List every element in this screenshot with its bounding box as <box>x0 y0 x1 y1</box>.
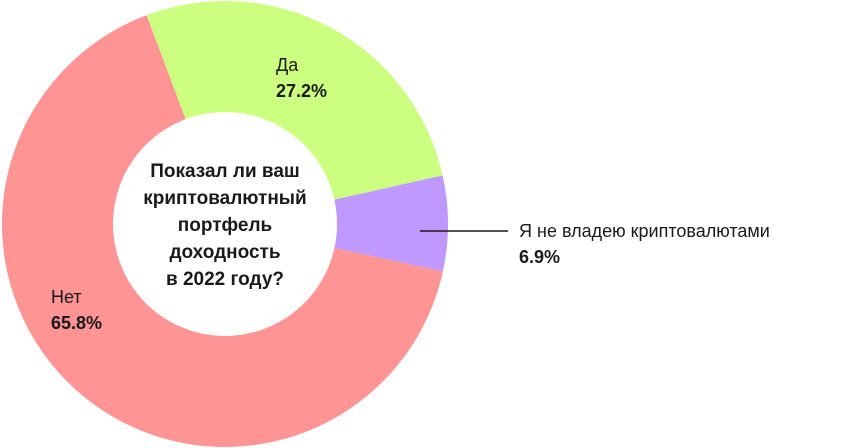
slice-label-no-crypto: Я не владею криптовалютами 6.9% <box>519 218 770 270</box>
slice-value: 6.9% <box>519 247 561 267</box>
title-line: Показал ли ваш <box>150 161 300 182</box>
slice-name: Нет <box>51 287 82 307</box>
slice-name: Я не владею криптовалютами <box>519 221 770 241</box>
chart-title: Показал ли ваш криптовалютный портфель д… <box>115 158 335 293</box>
title-line: в 2022 году? <box>166 269 284 290</box>
slice-value: 65.8% <box>51 313 103 333</box>
title-line: портфель <box>177 215 273 236</box>
title-line: доходность <box>169 242 281 263</box>
title-line: криптовалютный <box>143 188 307 209</box>
slice-name: Да <box>276 55 299 75</box>
donut-slice-0 <box>146 1 443 200</box>
donut-slice-2 <box>2 15 443 447</box>
slice-value: 27.2% <box>276 81 328 101</box>
donut-slice-1 <box>334 175 449 272</box>
slice-label-no: Нет 65.8% <box>51 284 102 336</box>
slice-label-yes: Да 27.2% <box>276 52 327 104</box>
